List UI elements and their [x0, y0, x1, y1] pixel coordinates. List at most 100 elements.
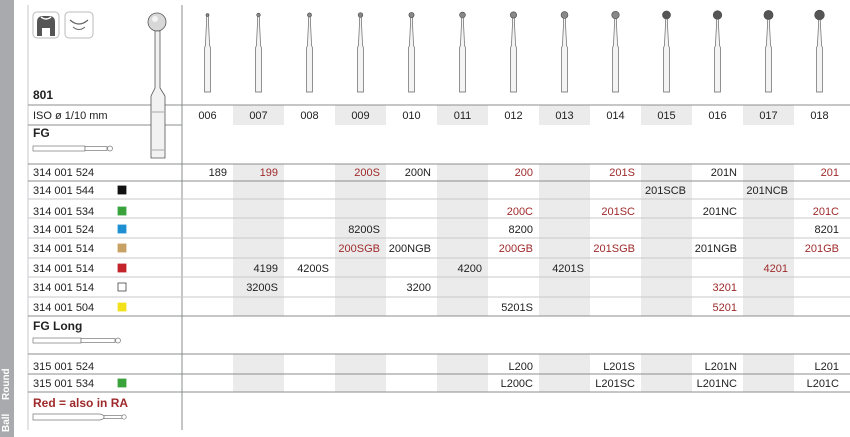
bur-012-icon [510, 11, 517, 93]
iso-label: ISO ø 1/10 mm [33, 110, 108, 122]
table-row: 314 001 524 8200S 8200 8201 [33, 224, 839, 236]
size-label: 006 [198, 110, 216, 122]
catalog-number: 3200 [407, 282, 431, 294]
bur-007-icon [255, 12, 262, 93]
size-label: 014 [606, 110, 624, 122]
table-row: 314 001 534 200C 201SC 201NC 201C [33, 206, 839, 218]
catalog-number: 201NCB [746, 185, 788, 197]
order-code: 314 001 524 [33, 167, 94, 179]
size-label: 011 [454, 110, 472, 122]
size-label: 013 [555, 110, 573, 122]
catalog-number: 201 [821, 167, 839, 179]
bur-009-icon [357, 12, 364, 93]
order-code: 314 001 544 [33, 185, 94, 197]
bur-010-icon [408, 12, 415, 93]
order-code: 315 001 534 [33, 378, 94, 390]
table-row: 314 001 514 4199 4200S 4200 4201S 4201 [33, 263, 788, 275]
bur-018-icon [814, 9, 825, 93]
size-label: 008 [300, 110, 318, 122]
table-row: 315 001 524 L200 L201S L201N L201 [33, 361, 839, 373]
catalog-number: L201C [807, 378, 839, 390]
catalog-number: 201N [711, 167, 737, 179]
size-label: 012 [504, 110, 522, 122]
group-heading-fg-long: FG Long [33, 319, 82, 333]
catalog-number: 200GB [499, 243, 533, 255]
catalog-number: 201NGB [695, 243, 737, 255]
size-label: 018 [810, 110, 828, 122]
catalog-number: 200 [515, 167, 533, 179]
catalog-number: 201C [813, 206, 839, 218]
bur-017-icon [763, 10, 774, 93]
table-rows: 314 001 524 189 199 200S 200N 200 201S 201N 2013… [33, 167, 839, 390]
catalog-number: 200NGB [389, 243, 431, 255]
table-row: 314 001 524 189 199 200S 200N 200 201S 201N 201 [33, 167, 839, 179]
table-row: 314 001 514 3200S 3200 3201 [33, 282, 737, 294]
size-label: 009 [351, 110, 369, 122]
catalog-number: 201GB [805, 243, 839, 255]
color-ring-swatch [117, 224, 127, 234]
catalog-number: 4199 [254, 263, 278, 275]
bur-011-icon [459, 11, 466, 93]
catalog-number: 200C [507, 206, 533, 218]
catalog-number: 5201 [713, 302, 737, 314]
catalog-number: 5201S [501, 302, 533, 314]
order-code: 314 001 514 [33, 282, 94, 294]
catalog-number: 201SGB [593, 243, 635, 255]
table-row: 314 001 544 201SCB 201NCB [33, 185, 788, 197]
color-ring-swatch [117, 282, 127, 292]
group-heading-fg: FG [33, 126, 50, 140]
sidebar-category: Ball Round [0, 0, 14, 437]
catalog-number: 4200S [297, 263, 329, 275]
catalog-number: 4201 [764, 263, 788, 275]
catalog-number: L201NC [697, 378, 737, 390]
catalog-number: L201N [705, 361, 737, 373]
size-label: 015 [657, 110, 675, 122]
catalog-number: L200 [509, 361, 533, 373]
catalog-number: 3201 [713, 282, 737, 294]
order-code: 315 001 524 [33, 361, 94, 373]
catalog-number: 199 [260, 167, 278, 179]
order-code: 314 001 514 [33, 263, 94, 275]
order-code: 314 001 524 [33, 224, 94, 236]
catalog-number: L201 [815, 361, 839, 373]
catalog-number: 200SGB [338, 243, 380, 255]
color-ring-swatch [117, 263, 127, 273]
table-grid [27, 5, 850, 430]
catalog-number: 3200S [246, 282, 278, 294]
table-row: 314 001 514 200SGB 200NGB 200GB 201SGB 201NGB… [33, 243, 839, 255]
catalog-number: 189 [209, 167, 227, 179]
size-label: 016 [708, 110, 726, 122]
catalog-number: 201SCB [645, 185, 686, 197]
color-ring-swatch [117, 243, 127, 253]
bur-014-icon [611, 10, 620, 93]
catalog-number: 4201S [552, 263, 584, 275]
bur-008-icon [306, 12, 313, 93]
tooth-icon [32, 11, 60, 39]
order-code: 314 001 534 [33, 206, 94, 218]
bur-013-icon [560, 11, 569, 93]
bur-015-icon [662, 10, 671, 93]
catalog-number: 8200S [348, 224, 380, 236]
bur-shank-icon [147, 12, 167, 159]
order-code: 314 001 514 [33, 243, 94, 255]
catalog-number: L201S [603, 361, 635, 373]
fg-shank-icon [32, 145, 113, 152]
size-label: 007 [249, 110, 267, 122]
catalog-number: 200S [354, 167, 380, 179]
catalog-number: L201SC [595, 378, 635, 390]
catalog-number: 200N [405, 167, 431, 179]
color-ring-swatch [117, 302, 127, 312]
size-labels: 006 007 008 009 010 011 012 013 014 015 016 017 018 [198, 110, 828, 122]
note-red-ra: Red = also in RA [33, 396, 128, 410]
color-ring-swatch [117, 185, 127, 195]
bur-016-icon [712, 10, 723, 93]
ra-shank-icon [32, 413, 127, 421]
table-row: 314 001 504 5201S 5201 [33, 302, 737, 314]
size-bur-illustrations [204, 9, 825, 93]
catalog-number: L200C [501, 378, 533, 390]
table-row: 315 001 534 L200C L201SC L201NC L201C [33, 378, 839, 390]
catalog-number: 8201 [815, 224, 839, 236]
bur-006-icon [204, 13, 211, 93]
fg-long-shank-icon [32, 337, 121, 344]
